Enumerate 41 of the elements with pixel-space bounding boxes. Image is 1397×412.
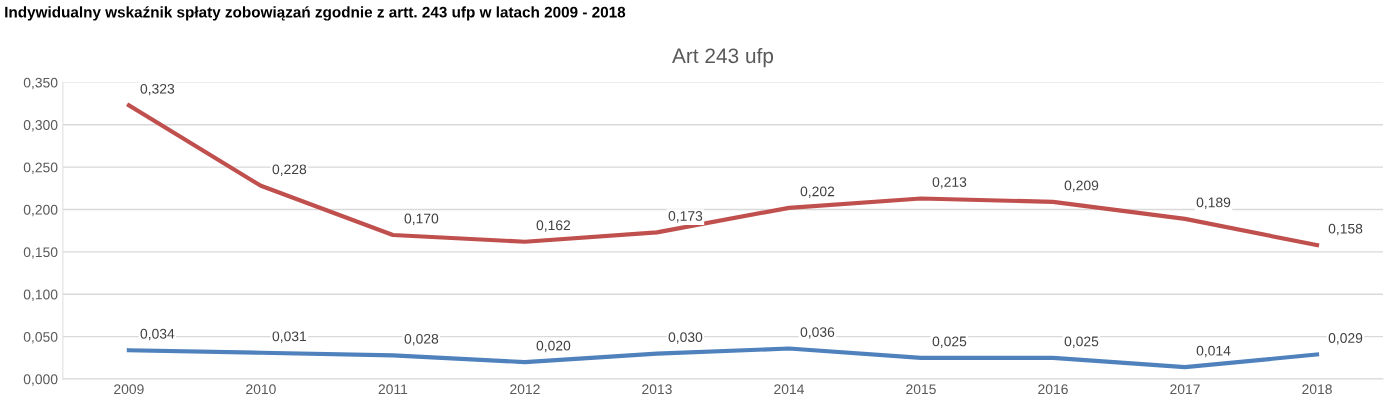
y-tick-label: 0,000 — [23, 374, 58, 386]
data-label: 0,170 — [404, 213, 439, 226]
y-tick-label: 0,300 — [23, 120, 58, 132]
x-tick-label: 2017 — [1170, 384, 1200, 395]
data-label: 0,020 — [536, 340, 571, 353]
y-tick-label: 0,250 — [23, 162, 58, 174]
y-tick-label: 0,100 — [23, 289, 58, 302]
data-label: 0,028 — [404, 333, 439, 346]
y-tick-label: 0,150 — [23, 247, 58, 259]
x-tick-label: 2014 — [774, 384, 804, 395]
data-label: 0,162 — [536, 220, 571, 232]
x-tick-label: 2011 — [378, 384, 408, 395]
data-label: 0,189 — [1196, 197, 1231, 209]
line-series — [126, 103, 1320, 248]
data-label: 0,213 — [932, 177, 967, 189]
x-tick-label: 2013 — [642, 384, 672, 395]
data-label: 0,036 — [800, 327, 835, 339]
data-label: 0,034 — [140, 328, 175, 341]
data-label: 0,031 — [272, 331, 307, 343]
data-label: 0,209 — [1064, 180, 1099, 192]
y-tick-label: 0,050 — [23, 332, 58, 344]
y-tick-label: 0,200 — [23, 204, 58, 217]
data-label: 0,029 — [1328, 333, 1363, 345]
x-tick-label: 2016 — [1038, 384, 1068, 395]
data-label: 0,202 — [800, 186, 835, 198]
x-tick-label: 2010 — [246, 384, 276, 395]
chart-title: Art 243 ufp — [672, 47, 774, 68]
data-label: 0,158 — [1328, 223, 1363, 236]
data-label: 0,025 — [932, 336, 967, 348]
data-label: 0,173 — [668, 211, 703, 223]
data-label: 0,014 — [1196, 345, 1231, 358]
x-tick-label: 2015 — [906, 384, 936, 395]
data-label: 0,030 — [668, 332, 703, 344]
x-tick-label: 2018 — [1302, 384, 1332, 395]
data-label: 0,025 — [1064, 336, 1099, 348]
chart-subtitle: Indywidualny wskaźnik spłaty zobowiązań zgodnie z artt. 243 ufp w latach 2009 - 2018 — [5, 6, 626, 21]
data-label: 0,323 — [140, 83, 175, 96]
data-label: 0,228 — [272, 164, 307, 176]
y-tick-label: 0,350 — [23, 77, 58, 90]
x-tick-label: 2012 — [510, 384, 540, 395]
x-tick-label: 2009 — [114, 384, 144, 395]
